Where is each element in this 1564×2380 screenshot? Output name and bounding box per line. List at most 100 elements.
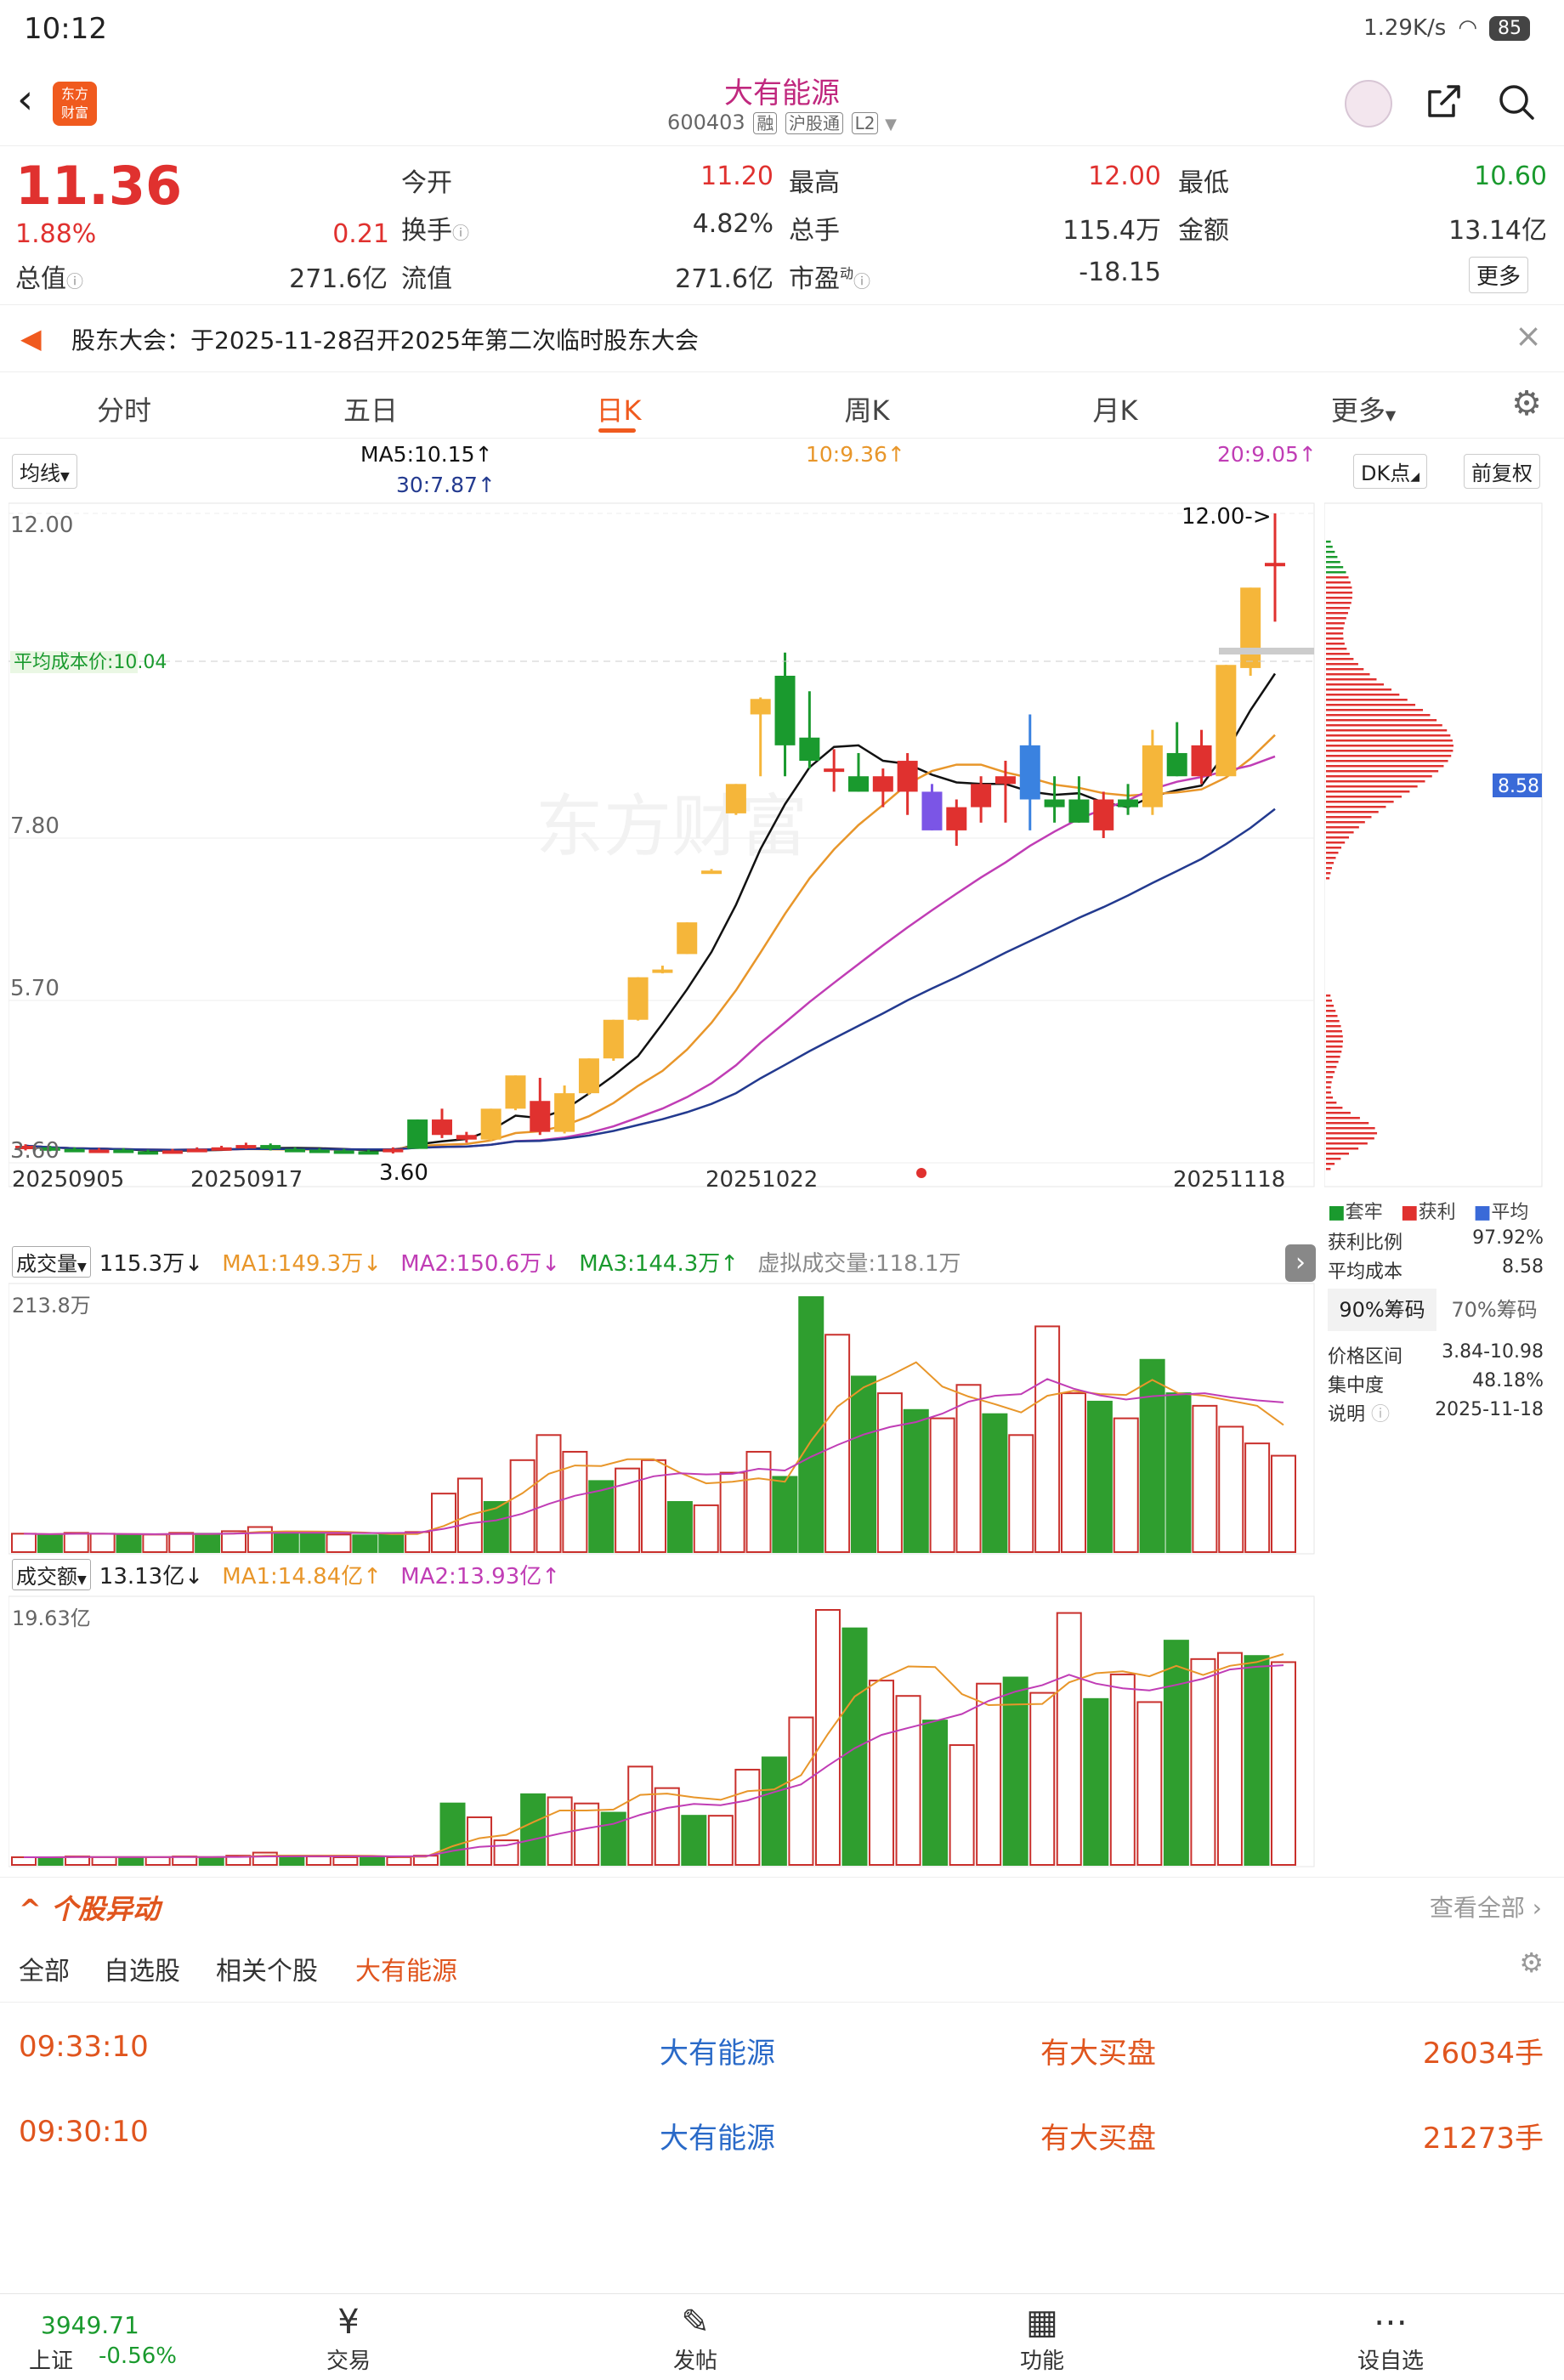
tab-weekly-k[interactable]: 周K (844, 394, 890, 427)
close-icon[interactable]: × (1515, 317, 1542, 354)
bar (976, 1682, 1002, 1866)
function-button[interactable]: ▦ 功能 (983, 2301, 1102, 2375)
app-logo[interactable]: 东方 财富 (53, 82, 97, 126)
chip-bar (1326, 643, 1345, 645)
alert-tab-all[interactable]: 全部 (19, 1957, 70, 1986)
more-quote-button[interactable]: 更多 (1469, 257, 1529, 293)
bar (772, 1476, 798, 1553)
tab-daily-k[interactable]: 日K (596, 394, 642, 427)
dk-point-button[interactable]: DK点◢ (1353, 454, 1427, 489)
chip-tab-70[interactable]: 70%筹码 (1451, 1298, 1538, 1322)
kline-chart[interactable]: 东方财富 12.00 7.80 5.70 3.60 20250905 20250917 20… (8, 502, 1316, 1188)
bar (1271, 1661, 1296, 1866)
chip-bar (1326, 729, 1448, 732)
candle-body (480, 1108, 502, 1140)
chevron-right-icon[interactable]: › (1285, 1244, 1316, 1282)
candle-body (1019, 745, 1040, 800)
ma-selector[interactable]: 均线▼ (12, 454, 77, 489)
list-item[interactable]: 09:33:10 大有能源 有大买盘 26034手 (0, 2003, 1564, 2088)
chip-bar (1326, 546, 1333, 548)
tab-more[interactable]: 更多▼ (1295, 389, 1431, 428)
volume-indicator-selector[interactable]: 成交量▼ (12, 1246, 91, 1278)
bar (168, 1532, 195, 1553)
chip-bar (1326, 1025, 1341, 1028)
note-label[interactable]: 说明 ⓘ (1328, 1399, 1390, 1426)
assistant-avatar-icon[interactable] (1345, 80, 1392, 128)
bar (895, 1695, 921, 1866)
chip-bar (1326, 576, 1349, 579)
bar (693, 1504, 719, 1553)
price-range-value: 3.84-10.98 (1442, 1341, 1544, 1363)
alerts-title[interactable]: ^ 个股异动 (19, 1888, 160, 1927)
chip-bar (1326, 551, 1335, 553)
stock-code[interactable]: 600403 融 沪股通 L2 ▼ (0, 110, 1564, 134)
concentration-value: 48.18% (1472, 1370, 1544, 1391)
turnover-label[interactable]: 换手ⓘ (401, 209, 469, 246)
chevron-right-icon: › (1532, 1894, 1542, 1922)
amount-ma-lines (24, 1653, 1284, 1858)
list-item[interactable]: 09:30:10 大有能源 有大买盘 21273手 (0, 2088, 1564, 2173)
bar (63, 1532, 89, 1553)
chip-bar (1326, 760, 1448, 762)
candle-body (1068, 799, 1090, 823)
gear-icon[interactable]: ⚙ (1519, 1946, 1544, 1979)
amount-chart[interactable]: 19.63亿 (8, 1595, 1316, 1868)
pe-label[interactable]: 市盈动ⓘ (789, 258, 870, 295)
candle-body (505, 1075, 526, 1109)
change-percent: 1.88% (15, 219, 97, 249)
bar (326, 1533, 352, 1554)
chip-bar (1326, 1081, 1332, 1084)
chip-tab-90[interactable]: 90%筹码 (1328, 1289, 1436, 1331)
add-watchlist-button[interactable]: ⋯ 设自选 (1331, 2301, 1450, 2375)
chip-bar (1326, 1005, 1334, 1007)
alert-tab-related[interactable]: 相关个股 (216, 1957, 318, 1986)
announcement-bar[interactable]: ◀ 股东大会：于2025-11-28召开2025年第二次临时股东大会 × (0, 304, 1564, 372)
alert-stock-name[interactable]: 大有能源 (660, 2122, 775, 2156)
chip-bar (1326, 632, 1344, 635)
tab-intraday[interactable]: 分时 (96, 394, 151, 427)
bar (11, 1533, 37, 1553)
high-label: 最高 (789, 168, 840, 198)
event-dot[interactable] (916, 1168, 926, 1178)
trade-button[interactable]: ¥ 交易 (289, 2301, 408, 2375)
market-cap-label-text: 总值 (15, 264, 66, 294)
bar (627, 1765, 654, 1867)
bar (1008, 1434, 1034, 1553)
bar (600, 1811, 626, 1867)
alert-time: 09:30:10 (19, 2115, 149, 2149)
caret-down-icon: ▼ (77, 1573, 87, 1587)
tab-five-day[interactable]: 五日 (343, 394, 398, 427)
market-cap-label[interactable]: 总值ⓘ (15, 258, 83, 295)
alert-tab-watchlist[interactable]: 自选股 (104, 1957, 180, 1986)
chip-bar (1326, 1096, 1334, 1099)
share-icon[interactable] (1421, 82, 1465, 126)
chip-distribution[interactable]: 8.58 (1324, 502, 1544, 1188)
y-tick-label: 7.80 (10, 813, 60, 839)
volume-chart[interactable]: 213.8万 (8, 1282, 1316, 1556)
index-value[interactable]: 3949.71 (41, 2311, 139, 2339)
search-icon[interactable] (1494, 82, 1538, 126)
note-date: 2025-11-18 (1435, 1399, 1544, 1420)
back-icon[interactable]: ‹ (17, 76, 34, 123)
add-watchlist-label: 设自选 (1357, 2349, 1424, 2374)
amount-indicator-selector[interactable]: 成交额▼ (12, 1559, 91, 1590)
alert-stock-name[interactable]: 大有能源 (660, 2037, 775, 2071)
bar (562, 1450, 588, 1553)
candle-body (750, 699, 771, 715)
post-button[interactable]: ✎ 发帖 (636, 2301, 755, 2375)
chip-bar (1326, 622, 1345, 625)
candle-body (1216, 665, 1237, 777)
chip-bar (1326, 597, 1352, 599)
candle-body (113, 1149, 134, 1153)
candle-body (1142, 745, 1163, 808)
tab-monthly-k[interactable]: 月K (1092, 394, 1138, 427)
chip-bar (1326, 1117, 1360, 1119)
virtual-volume: 虚拟成交量:118.1万 (757, 1251, 961, 1277)
bar (520, 1793, 547, 1867)
chip-bar (1326, 867, 1333, 870)
candles (15, 513, 1285, 1155)
gear-icon[interactable]: ⚙ (1511, 384, 1542, 423)
adjust-button[interactable]: 前复权 (1464, 454, 1540, 489)
view-all-link[interactable]: 查看全部 › (1430, 1890, 1542, 1924)
alert-tab-current-stock[interactable]: 大有能源 (355, 1957, 457, 1986)
